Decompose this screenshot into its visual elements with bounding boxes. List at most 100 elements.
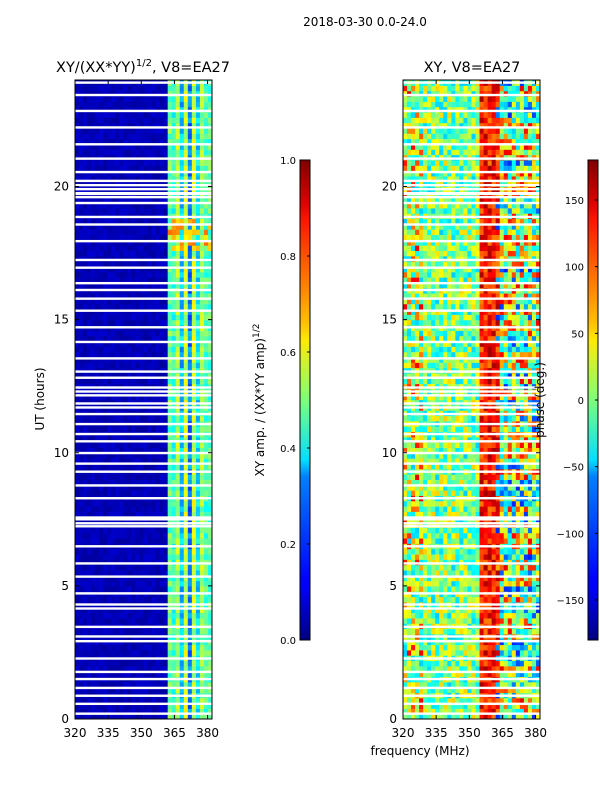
heatmap-cell <box>159 282 165 289</box>
heatmap-cell <box>159 165 165 172</box>
heatmap-cell <box>535 687 540 693</box>
heatmap-cell <box>91 340 96 347</box>
heatmap-cell <box>111 585 116 592</box>
heatmap-cell <box>119 442 124 449</box>
heatmap-cell <box>187 511 193 518</box>
heatmap-cell <box>195 271 201 278</box>
heatmap-cell <box>131 133 137 140</box>
heatmap-cell <box>131 90 137 97</box>
heatmap-cell <box>167 127 173 134</box>
heatmap-cell <box>171 229 177 236</box>
heatmap-cell <box>411 665 416 672</box>
heatmap-cell <box>183 266 189 273</box>
heatmap-cell <box>191 564 197 571</box>
heatmap-cell <box>99 527 104 534</box>
heatmap-cell <box>415 681 420 688</box>
heatmap-cell <box>471 681 477 688</box>
heatmap-cell <box>187 490 193 496</box>
heatmap-cell <box>203 111 209 118</box>
heatmap-cell <box>499 612 505 619</box>
heatmap-cell <box>163 452 169 459</box>
heatmap-cell <box>471 697 477 704</box>
heatmap-cell <box>127 101 133 108</box>
flagged-gap <box>75 386 212 389</box>
heatmap-cell <box>139 665 145 672</box>
heatmap-cell <box>75 452 80 459</box>
heatmap-cell <box>95 458 100 464</box>
heatmap-cell <box>99 319 104 326</box>
heatmap-cell <box>199 612 205 619</box>
heatmap-cell <box>171 452 177 459</box>
heatmap-cell <box>203 479 209 486</box>
heatmap-cell <box>431 713 436 719</box>
heatmap-cell <box>115 479 120 486</box>
heatmap-cell <box>207 713 212 719</box>
heatmap-cell <box>143 207 149 214</box>
heatmap-cell <box>171 202 177 209</box>
heatmap-cell <box>199 239 205 246</box>
heatmap-cell <box>151 149 157 156</box>
heatmap-cell <box>167 330 173 337</box>
heatmap-cell <box>75 266 80 273</box>
flagged-gap <box>75 266 212 269</box>
heatmap-cell <box>127 298 133 305</box>
heatmap-cell <box>135 340 141 347</box>
heatmap-cell <box>99 277 104 283</box>
heatmap-cell <box>135 234 141 241</box>
heatmap-cell <box>79 394 84 401</box>
heatmap-cell <box>415 660 420 667</box>
heatmap-cell <box>455 617 461 624</box>
heatmap-cell <box>171 197 177 204</box>
heatmap-cell <box>191 266 197 273</box>
heatmap-cell <box>191 506 197 512</box>
heatmap-cell <box>91 548 96 555</box>
heatmap-cell <box>111 319 116 326</box>
heatmap-cell <box>83 484 88 491</box>
heatmap-cell <box>167 644 173 651</box>
heatmap-cell <box>131 671 137 677</box>
heatmap-cell <box>175 394 181 401</box>
heatmap-cell <box>87 127 92 134</box>
heatmap-cell <box>107 479 112 486</box>
heatmap-cell <box>119 612 124 619</box>
heatmap-cell <box>115 500 120 507</box>
heatmap-cell <box>111 665 116 672</box>
heatmap-cell <box>79 484 84 491</box>
heatmap-cell <box>127 687 133 693</box>
heatmap-cell <box>75 335 80 342</box>
heatmap-cell <box>159 234 165 241</box>
heatmap-cell <box>203 319 209 326</box>
heatmap-cell <box>147 372 153 379</box>
heatmap-cell <box>423 617 428 624</box>
heatmap-cell <box>99 537 104 544</box>
heatmap-cell <box>99 138 104 145</box>
heatmap-cell <box>143 484 149 491</box>
heatmap-cell <box>187 415 193 422</box>
heatmap-cell <box>75 394 80 401</box>
heatmap-cell <box>147 553 153 560</box>
heatmap-cell <box>143 463 149 470</box>
heatmap-cell <box>199 303 205 310</box>
heatmap-cell <box>511 697 517 704</box>
heatmap-cell <box>435 649 440 656</box>
heatmap-cell <box>411 703 416 709</box>
heatmap-cell <box>171 303 177 310</box>
heatmap-cell <box>135 261 141 267</box>
heatmap-cell <box>163 111 169 118</box>
heatmap-cell <box>107 585 112 592</box>
heatmap-cell <box>103 394 108 401</box>
heatmap-cell <box>535 628 540 635</box>
heatmap-cell <box>135 596 141 603</box>
heatmap-cell <box>155 564 161 571</box>
heatmap-cell <box>123 175 128 182</box>
heatmap-cell <box>127 617 133 624</box>
heatmap-cell <box>439 628 444 635</box>
heatmap-cell <box>195 511 201 518</box>
heatmap-cell <box>87 596 92 603</box>
heatmap-cell <box>431 660 436 667</box>
heatmap-cell <box>123 143 128 150</box>
heatmap-cell <box>99 442 104 449</box>
heatmap-cell <box>115 607 120 614</box>
heatmap-cell <box>191 143 197 150</box>
heatmap-cell <box>479 607 485 614</box>
